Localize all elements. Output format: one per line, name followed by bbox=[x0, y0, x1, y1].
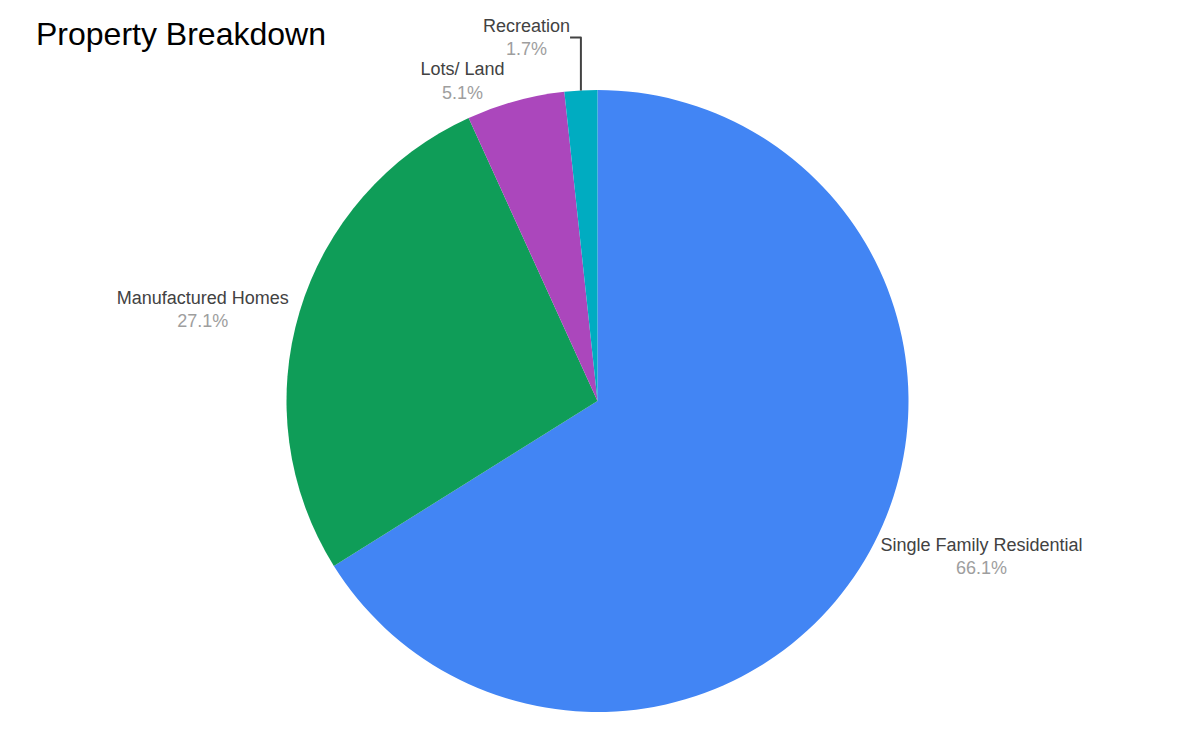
svg-text:Manufactured Homes27.1%: Manufactured Homes27.1% bbox=[117, 288, 289, 331]
svg-text:Recreation1.7%: Recreation1.7% bbox=[483, 16, 570, 59]
svg-text:Single Family Residential66.1%: Single Family Residential66.1% bbox=[880, 535, 1082, 578]
svg-text:Property Breakdown: Property Breakdown bbox=[36, 16, 326, 52]
svg-text:Lots/ Land5.1%: Lots/ Land5.1% bbox=[421, 59, 505, 102]
